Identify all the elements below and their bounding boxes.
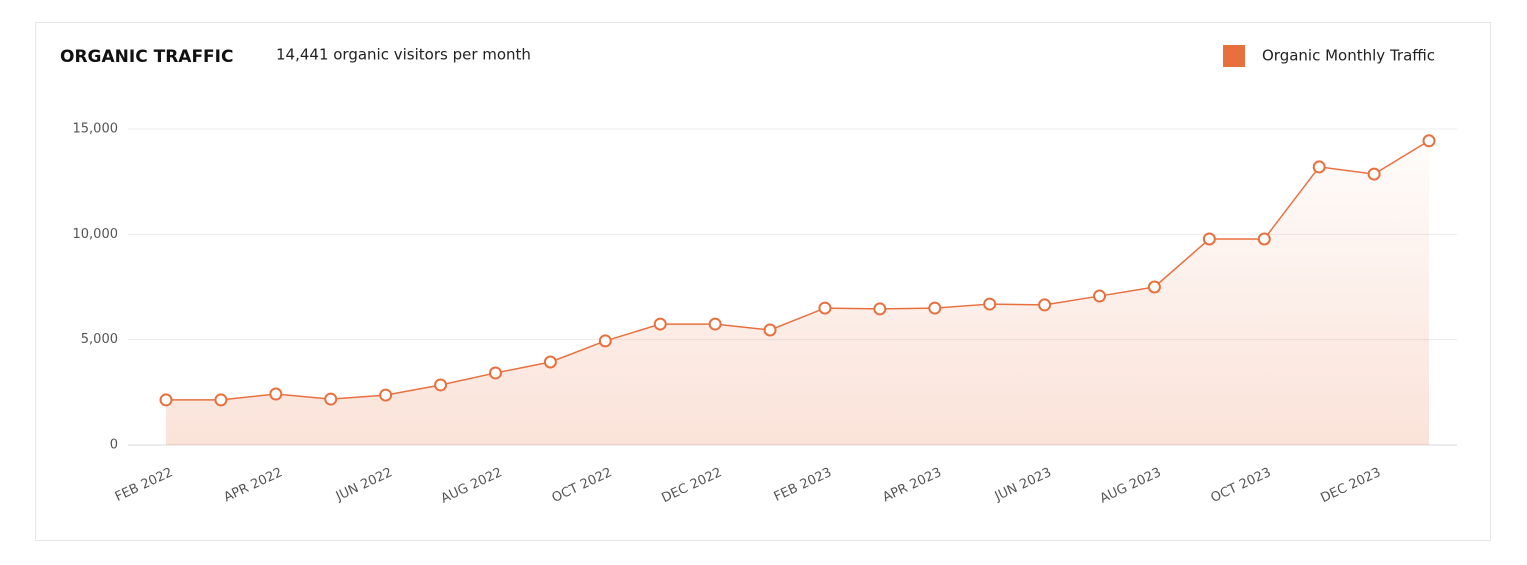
point — [324, 392, 338, 406]
point — [1312, 160, 1326, 174]
point — [928, 301, 942, 315]
y-tick-label: 5,000 — [81, 332, 118, 347]
point — [434, 378, 448, 392]
point — [1422, 134, 1436, 148]
y-tick-label: 0 — [110, 438, 118, 453]
point — [763, 323, 777, 337]
legend: Organic Monthly Traffic — [1223, 45, 1435, 67]
legend-swatch — [1223, 45, 1245, 67]
chart-title: ORGANIC TRAFFIC — [60, 47, 233, 67]
line — [166, 140, 1430, 401]
point — [379, 388, 393, 402]
point — [159, 393, 173, 407]
area — [166, 140, 1429, 446]
point — [873, 302, 887, 316]
point — [214, 393, 228, 407]
point — [1038, 298, 1052, 312]
point — [598, 334, 612, 348]
point — [1147, 280, 1161, 294]
point — [1202, 232, 1216, 246]
legend-label: Organic Monthly Traffic — [1262, 47, 1435, 65]
point — [1257, 232, 1271, 246]
point — [1093, 289, 1107, 303]
point — [653, 317, 667, 331]
chart-subtitle: 14,441 organic visitors per month — [276, 46, 531, 64]
y-tick-label: 15,000 — [73, 122, 119, 137]
y-tick-label: 10,000 — [73, 227, 119, 242]
point — [543, 355, 557, 369]
point — [269, 387, 283, 401]
point — [983, 297, 997, 311]
point — [1367, 167, 1381, 181]
point — [708, 317, 722, 331]
point — [818, 301, 832, 315]
point — [488, 366, 502, 380]
